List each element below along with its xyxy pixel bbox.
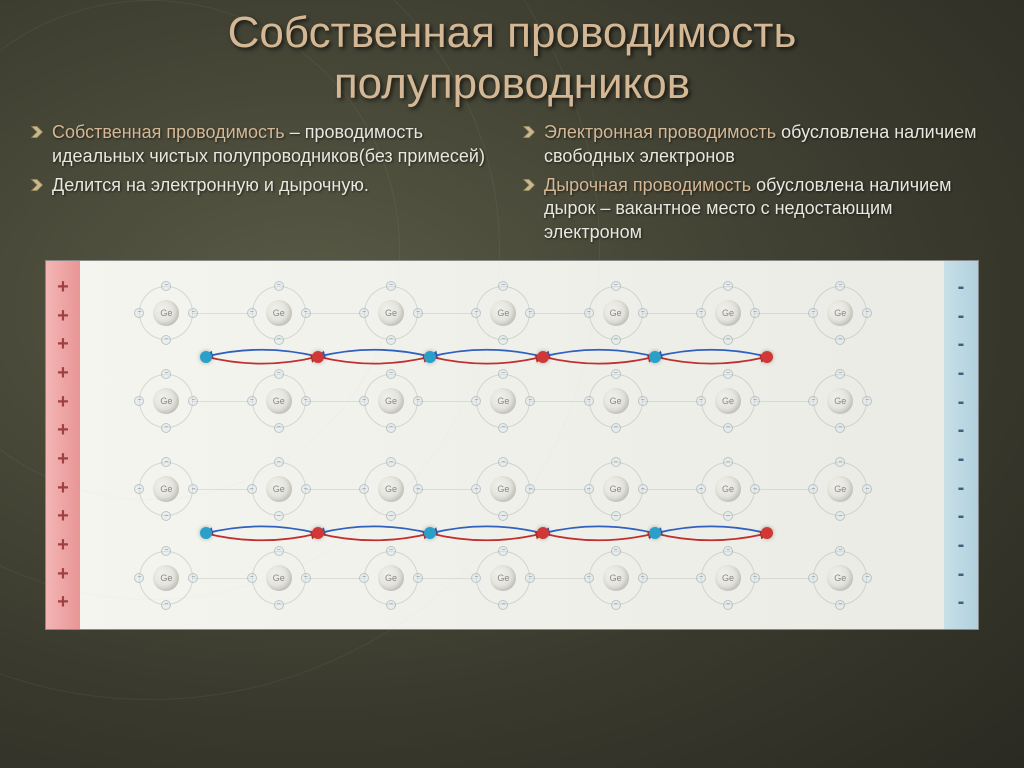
negative-electrode: - - - - - - - - - - - -: [944, 261, 978, 629]
minus-sign: -: [958, 591, 965, 614]
atom: Ge−−−−: [136, 548, 196, 608]
atom: Ge−−−−: [361, 548, 421, 608]
minus-sign: -: [958, 505, 965, 528]
minus-sign: -: [958, 563, 965, 586]
atom: Ge−−−−: [473, 283, 533, 343]
minus-sign: -: [958, 333, 965, 356]
electron: [649, 351, 661, 363]
minus-sign: -: [958, 477, 965, 500]
atom: Ge−−−−: [810, 459, 870, 519]
hole: [312, 527, 324, 539]
minus-sign: -: [958, 362, 965, 385]
hole: [761, 351, 773, 363]
bullet-item: Электронная проводимость обусловлена нал…: [522, 121, 994, 168]
atom: Ge−−−−: [361, 371, 421, 431]
minus-sign: -: [958, 391, 965, 414]
minus-sign: -: [958, 419, 965, 442]
minus-sign: -: [958, 534, 965, 557]
atom: Ge−−−−: [698, 371, 758, 431]
atom: Ge−−−−: [361, 283, 421, 343]
bullet-text: Электронная проводимость обусловлена нал…: [544, 121, 994, 168]
hole: [537, 351, 549, 363]
atom: Ge−−−−: [473, 459, 533, 519]
hole: [537, 527, 549, 539]
electron: [649, 527, 661, 539]
electron: [424, 527, 436, 539]
semiconductor-diagram: ++++++++++++ Ge−−−−Ge−−−−Ge−−−−Ge−−−−Ge−…: [45, 260, 979, 630]
atom: Ge−−−−: [698, 459, 758, 519]
atom: Ge−−−−: [249, 283, 309, 343]
electron: [200, 527, 212, 539]
atom: Ge−−−−: [586, 548, 646, 608]
atom: Ge−−−−: [249, 548, 309, 608]
atom: Ge−−−−: [810, 283, 870, 343]
bullet-text: Дырочная проводимость обусловлена наличи…: [544, 174, 994, 244]
atom: Ge−−−−: [473, 548, 533, 608]
atom: Ge−−−−: [136, 283, 196, 343]
atom: Ge−−−−: [473, 371, 533, 431]
electron: [424, 351, 436, 363]
atom: Ge−−−−: [361, 459, 421, 519]
crystal-lattice: Ge−−−− Ge−−−− Ge−−−− Ge−−−− Ge−−−− Ge−−−− Ge−−…: [80, 261, 944, 629]
atom: Ge−−−−: [249, 371, 309, 431]
atom: Ge−−−−: [810, 548, 870, 608]
atom: Ge−−−−: [810, 371, 870, 431]
minus-sign: -: [958, 276, 965, 299]
atom: Ge−−−−: [698, 283, 758, 343]
minus-sign: -: [958, 448, 965, 471]
atom: Ge−−−−: [586, 371, 646, 431]
atom: Ge−−−−: [586, 459, 646, 519]
atom: Ge−−−−: [136, 371, 196, 431]
hole: [761, 527, 773, 539]
electron: [200, 351, 212, 363]
atom: Ge−−−−: [249, 459, 309, 519]
atom: Ge−−−−: [586, 283, 646, 343]
atom: Ge−−−−: [698, 548, 758, 608]
atom: Ge−−−−: [136, 459, 196, 519]
minus-sign: -: [958, 305, 965, 328]
hole: [312, 351, 324, 363]
